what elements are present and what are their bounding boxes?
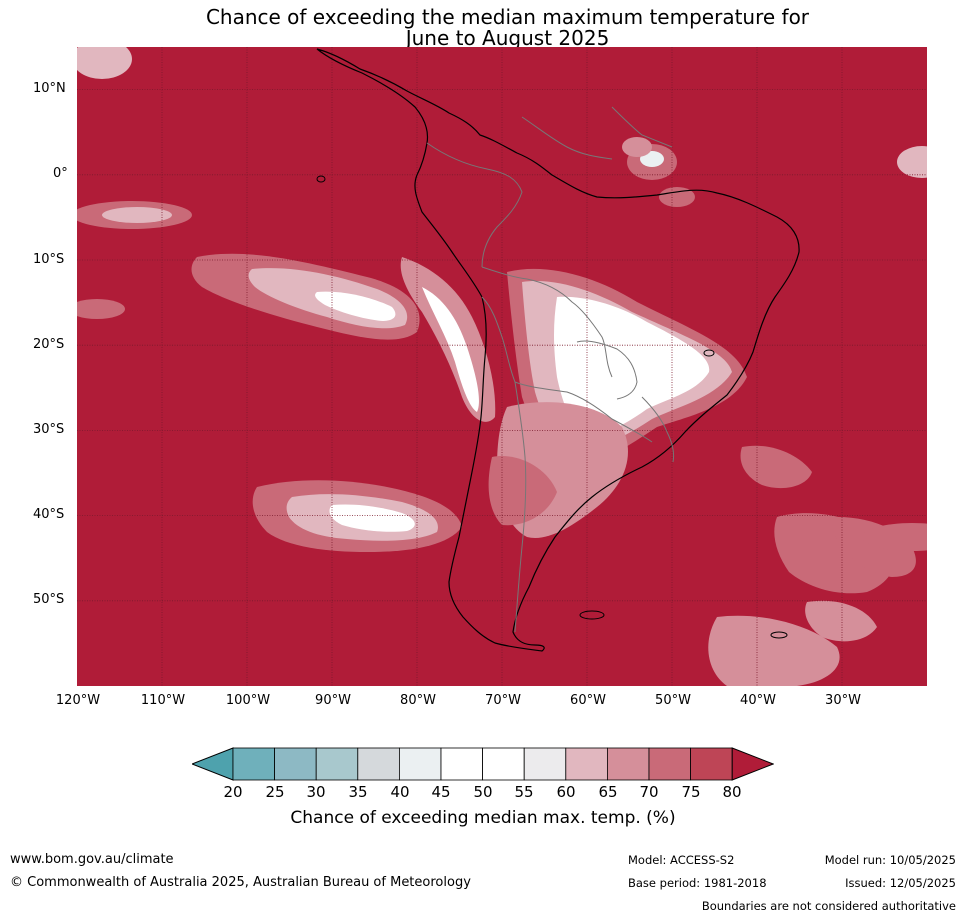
footer-copyright: © Commonwealth of Australia 2025, Austra…	[10, 875, 471, 890]
colorbar-cell	[606, 747, 650, 781]
colorbar-tick-25: 25	[265, 783, 285, 801]
shading-argentina-70	[488, 456, 557, 526]
colorbar-cell	[232, 747, 275, 781]
colorbar-cell	[482, 747, 525, 781]
colorbar-tick-50: 50	[473, 783, 493, 801]
shading-atlantic-patch-1	[740, 445, 812, 489]
shading-pacific-band-50	[315, 291, 396, 321]
lat-label-0: 0°	[53, 166, 68, 181]
map-title-line-2: June to August 2025	[405, 26, 610, 50]
colorbar-tick-40: 40	[390, 783, 410, 801]
colorbar-tick-70: 70	[639, 783, 659, 801]
shading-guiana-small	[622, 137, 652, 157]
colorbar-tick-20: 20	[223, 783, 243, 801]
probability-shading	[77, 47, 927, 686]
colorbar-cell	[648, 747, 691, 781]
footer-base-period: Base period: 1981-2018	[628, 876, 767, 890]
shading-atlantic-patch-3	[805, 600, 877, 642]
shading-brazil-55	[554, 296, 710, 438]
colorbar-extend-high	[731, 747, 774, 781]
map-panel	[77, 47, 927, 686]
colorbar-cell	[440, 747, 483, 781]
lon-label-120w: 120°W	[55, 693, 101, 708]
colorbar-cell	[690, 747, 733, 781]
colorbar-cells	[192, 747, 774, 781]
lon-label-50w: 50°W	[655, 693, 691, 708]
colorbar-tick-65: 65	[598, 783, 618, 801]
graticule	[77, 47, 927, 686]
colorbar	[192, 747, 774, 781]
colorbar-cell	[523, 747, 567, 781]
colorbar-cell	[357, 747, 400, 781]
colorbar-cell	[565, 747, 608, 781]
colorbar-tick-30: 30	[306, 783, 326, 801]
colorbar-tick-75: 75	[681, 783, 701, 801]
south-america-coastline	[316, 48, 800, 652]
lon-label-70w: 70°W	[485, 693, 521, 708]
colorbar-tick-45: 45	[431, 783, 451, 801]
lon-label-60w: 60°W	[570, 693, 606, 708]
shading-atlantic-patch-5	[708, 615, 840, 686]
map-canvas	[77, 47, 927, 686]
lat-label-30s: 30°S	[33, 422, 65, 437]
shading-corner-top-left	[77, 47, 132, 79]
lat-label-10s: 10°S	[33, 252, 65, 267]
colorbar-label: Chance of exceeding median max. temp. (%…	[290, 808, 676, 828]
map-title-line-1: Chance of exceeding the median maximum t…	[205, 5, 810, 29]
footer-boundaries-note: Boundaries are not considered authoritat…	[701, 899, 956, 913]
lon-label-90w: 90°W	[315, 693, 351, 708]
colorbar-cell	[315, 747, 359, 781]
lon-label-30w: 30°W	[825, 693, 861, 708]
lon-label-80w: 80°W	[400, 693, 436, 708]
shading-amazon-small-2	[659, 187, 695, 207]
footer-model-run: Model run: 10/05/2025	[824, 853, 956, 867]
lon-label-100w: 100°W	[225, 693, 271, 708]
lat-label-40s: 40°S	[33, 507, 65, 522]
colorbar-cell	[274, 747, 317, 781]
colorbar-tick-60: 60	[556, 783, 576, 801]
shading-pacific-small-1-core	[102, 207, 172, 223]
country-borders	[426, 106, 675, 633]
lon-label-40w: 40°W	[740, 693, 776, 708]
colorbar-cell	[398, 747, 442, 781]
footer-model: Model: ACCESS-S2	[628, 853, 735, 867]
footer-issued: Issued: 12/05/2025	[845, 876, 956, 890]
lon-label-110w: 110°W	[140, 693, 186, 708]
shading-se-pacific-50	[329, 504, 415, 532]
shading-chile-55	[422, 287, 479, 412]
lat-label-20s: 20°S	[33, 337, 65, 352]
islands	[316, 175, 788, 639]
shading-right-edge-1	[897, 146, 927, 178]
shading-pacific-small-2	[77, 299, 125, 319]
lat-label-50s: 50°S	[33, 592, 65, 607]
lat-label-10n: 10°N	[33, 81, 66, 96]
footer-website: www.bom.gov.au/climate	[10, 852, 174, 867]
colorbar-tick-55: 55	[514, 783, 534, 801]
colorbar-extend-low	[192, 747, 234, 781]
colorbar-tick-80: 80	[722, 783, 742, 801]
colorbar-tick-35: 35	[348, 783, 368, 801]
shading-right-edge-2	[862, 523, 927, 551]
